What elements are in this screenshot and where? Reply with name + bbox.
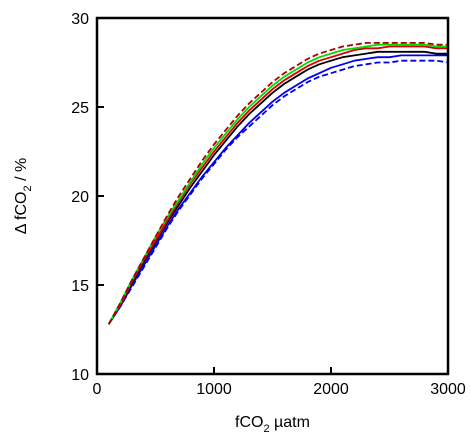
x-axis: 0 1000 2000 3000: [93, 367, 466, 398]
x-axis-title-sub: 2: [263, 423, 269, 435]
x-tick-label: 2000: [313, 381, 349, 398]
y-axis-title-main: Δ fCO: [13, 191, 30, 234]
y-axis: 10 15 20 25 30: [71, 11, 104, 384]
y-tick-label: 20: [71, 189, 89, 206]
series-line-2: [107, 59, 449, 325]
series-line-3: [107, 50, 448, 325]
plot-lines: [107, 42, 449, 325]
x-axis-title: fCO2 µatm: [235, 414, 310, 435]
x-tick-label: 0: [93, 381, 102, 398]
x-tick-label: 1000: [196, 381, 232, 398]
series-line-4: [107, 45, 448, 325]
series-line-5: [107, 43, 448, 325]
plot-frame: [95, 16, 450, 376]
y-axis-title-sub: 2: [22, 185, 34, 191]
x-axis-title-main: fCO: [235, 414, 263, 431]
y-tick-label: 15: [71, 278, 89, 295]
y-tick-label: 10: [71, 367, 89, 384]
series-line-1: [107, 54, 448, 325]
series-line-6: [107, 42, 448, 325]
y-tick-label: 30: [71, 11, 89, 28]
y-axis-title-rest: / %: [13, 158, 30, 186]
x-axis-title-rest: µatm: [270, 414, 310, 431]
x-tick-label: 3000: [430, 381, 466, 398]
y-tick-label: 25: [71, 100, 89, 117]
y-axis-title: Δ fCO2 / %: [13, 158, 34, 234]
